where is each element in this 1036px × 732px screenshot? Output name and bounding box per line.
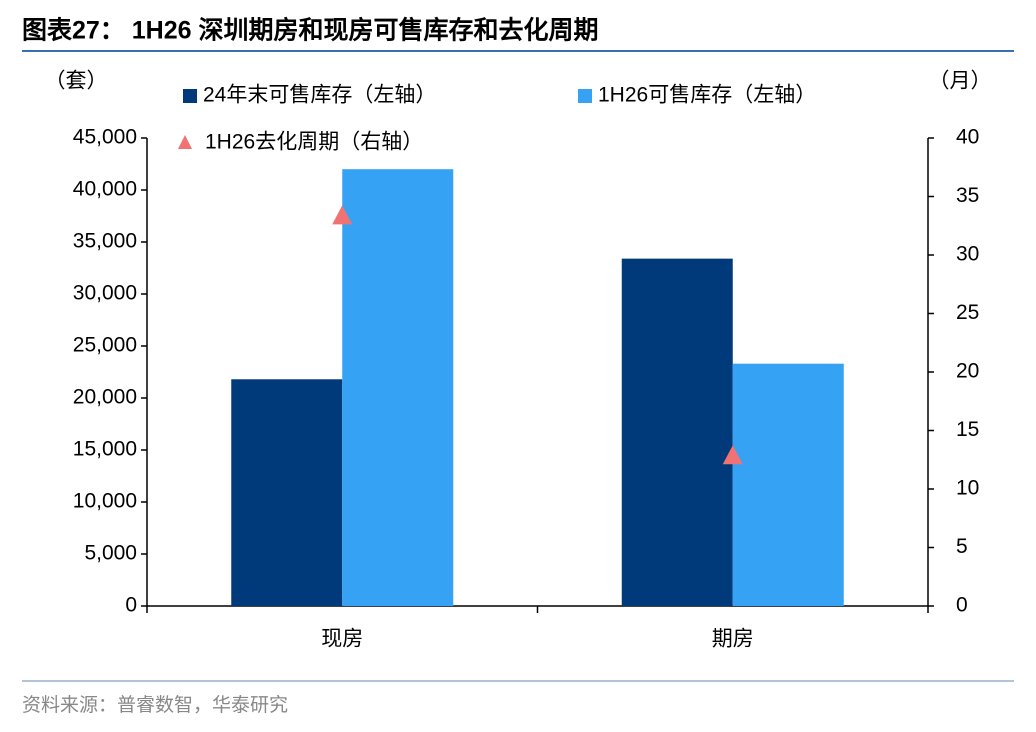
y2-tick-label: 15 [956, 418, 979, 441]
source: 资料来源：普睿数智，华泰研究 [22, 694, 288, 716]
y2-tick-label: 5 [956, 535, 968, 558]
y-tick-label: 5,000 [84, 542, 137, 565]
legend-label: 1H26去化周期（右轴） [205, 131, 423, 154]
y-tick-label: 0 [125, 594, 137, 617]
marker [722, 445, 743, 465]
y-tick-label: 40,000 [73, 178, 137, 201]
y-tick-label: 15,000 [73, 438, 137, 461]
legend-swatch [178, 135, 192, 149]
y-tick-label: 20,000 [73, 386, 137, 409]
y2-tick-label: 20 [956, 360, 979, 383]
bar [342, 169, 454, 606]
legend-label: 1H26可售库存（左轴） [598, 84, 816, 107]
y-tick-label: 10,000 [73, 490, 137, 513]
y-tick-label: 25,000 [73, 334, 137, 357]
y2-tick-label: 40 [956, 126, 979, 149]
y2-tick-label: 0 [956, 594, 968, 617]
y2-tick-label: 30 [956, 243, 979, 266]
bar [231, 379, 343, 606]
y2-unit-label: （月） [929, 70, 992, 93]
y-tick-label: 30,000 [73, 282, 137, 305]
legend-swatch [183, 89, 197, 103]
y-tick-label: 35,000 [73, 230, 137, 253]
x-tick-label: 现房 [321, 628, 363, 651]
bar [621, 258, 733, 606]
y2-tick-label: 25 [956, 301, 979, 324]
bar [732, 363, 844, 606]
y-unit-label: （套） [45, 70, 108, 93]
x-tick-label: 期房 [712, 628, 754, 651]
y2-tick-label: 10 [956, 477, 979, 500]
chart-title: 图表27： 1H26 深圳期房和现房可售库存和去化周期 [22, 16, 598, 45]
legend-label: 24年末可售库存（左轴） [203, 84, 436, 107]
y2-tick-label: 35 [956, 184, 979, 207]
y-tick-label: 45,000 [73, 126, 137, 149]
legend-swatch [578, 89, 592, 103]
marker [332, 205, 353, 225]
